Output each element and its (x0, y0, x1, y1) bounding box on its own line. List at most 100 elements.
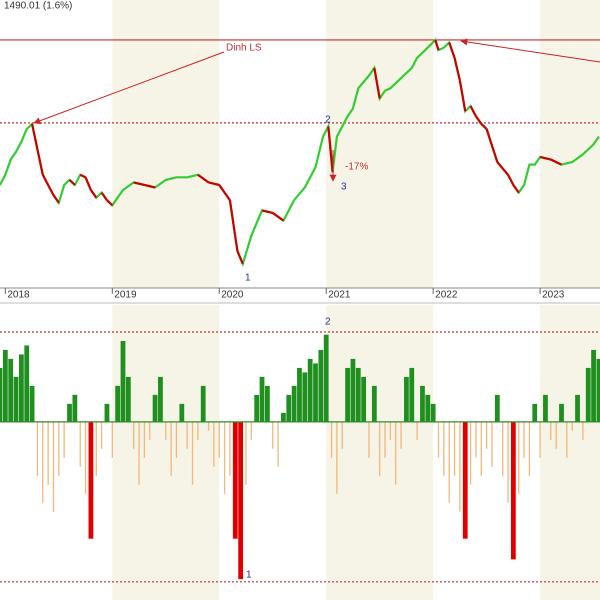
oscillator-bar (596, 358, 600, 422)
oscillator-bar (88, 421, 94, 539)
price-down-segment (496, 161, 509, 176)
oscillator-bar (0, 367, 3, 422)
oscillator-bar (72, 394, 78, 422)
oscillator-bar (480, 421, 482, 476)
oscillator-bar (318, 349, 324, 422)
oscillator-bar (355, 367, 361, 422)
oscillator-bar (491, 421, 493, 467)
price-down-segment (327, 126, 334, 173)
oscillator-bar (539, 421, 541, 458)
oscillator-bar (443, 421, 445, 476)
oscillator-bar (523, 421, 525, 458)
oscillator-bar (494, 394, 500, 422)
annotation: 3 (341, 182, 347, 193)
oscillator-bar (175, 421, 178, 458)
oscillator-bar (143, 421, 146, 458)
oscillator-bar (469, 421, 472, 485)
oscillator-bar (585, 367, 591, 422)
oscillator-bar (170, 421, 172, 476)
oscillator-bar (232, 421, 238, 539)
oscillator-bar (19, 354, 24, 422)
oscillator-bar (379, 421, 381, 476)
oscillator-bar (245, 421, 247, 485)
price-down-segment (31, 123, 39, 150)
x-tick-label: 2020 (221, 290, 244, 301)
price-down-segment (79, 173, 87, 179)
annotation: 1 (246, 570, 252, 581)
price-down-segment (41, 174, 50, 186)
year-band (326, 0, 434, 288)
oscillator-bar (95, 421, 97, 476)
oscillator-bar (336, 421, 338, 494)
oscillator-bar (395, 421, 397, 485)
price-down-segment (272, 212, 285, 222)
oscillator-bar (115, 385, 121, 422)
price-down-segment (512, 184, 520, 194)
oscillator-bar (528, 421, 531, 476)
header: 1490.01 (1.6%) (4, 1, 72, 12)
x-tick-label: 2023 (542, 290, 565, 301)
oscillator-bar (330, 421, 333, 458)
oscillator-bar (8, 358, 14, 422)
oscillator-bar (571, 421, 573, 431)
annotation: 2 (325, 115, 331, 126)
oscillator-bar (36, 421, 39, 476)
oscillator-bar (371, 385, 377, 422)
year-band (540, 305, 600, 600)
oscillator-bar (84, 421, 87, 494)
oscillator-bar (555, 421, 557, 449)
price-down-segment (458, 80, 467, 112)
oscillator-bar (345, 367, 350, 422)
price-down-segment (133, 181, 145, 187)
oscillator-bar (389, 421, 392, 440)
oscillator-bar (120, 340, 126, 422)
price-down-segment (144, 183, 156, 189)
year-band (540, 0, 600, 288)
oscillator-bar (223, 421, 226, 494)
oscillator-bar (52, 421, 55, 512)
oscillator-bar (341, 421, 343, 449)
oscillator-bar (179, 403, 185, 422)
oscillator-bar (368, 421, 370, 458)
oscillator-bar (448, 421, 450, 503)
price-down-segment (469, 105, 477, 117)
oscillator-bar (350, 358, 356, 422)
oscillator-bar (430, 403, 436, 422)
oscillator-bar (197, 421, 199, 440)
annotation-arrow (33, 51, 225, 125)
oscillator-bar (510, 421, 516, 560)
oscillator-bar (485, 421, 488, 449)
year-band (112, 0, 220, 288)
oscillator-bar (24, 345, 30, 422)
price-down-segment (448, 42, 456, 59)
oscillator-bar (238, 421, 244, 580)
oscillator-bar (302, 372, 308, 422)
oscillator-bar (297, 367, 302, 422)
oscillator-bar (125, 376, 131, 422)
oscillator-bar (42, 421, 44, 503)
oscillator-bar (133, 421, 135, 449)
oscillator-bar (191, 421, 194, 485)
price-down-segment (223, 191, 231, 201)
oscillator-bar (29, 385, 35, 422)
oscillator-bar (152, 394, 158, 422)
oscillator-bar (213, 421, 215, 467)
oscillator-bar (453, 421, 456, 476)
annotation: -17% (345, 162, 368, 173)
price-down-segment (550, 158, 562, 166)
price-down-segment (100, 191, 108, 201)
oscillator-bar (250, 421, 252, 440)
price-down-segment (208, 181, 220, 187)
oscillator-bar (100, 421, 103, 449)
price-down-segment (106, 199, 114, 207)
oscillator-bar (272, 421, 274, 449)
oscillator-bar (404, 376, 409, 422)
oscillator-bar (259, 376, 265, 422)
price-down-segment (52, 194, 60, 204)
oscillator-bar (149, 421, 151, 440)
oscillator-bar (502, 421, 504, 476)
oscillator-bar (543, 394, 548, 422)
oscillator-bar (165, 421, 167, 440)
oscillator-bar (158, 376, 163, 422)
